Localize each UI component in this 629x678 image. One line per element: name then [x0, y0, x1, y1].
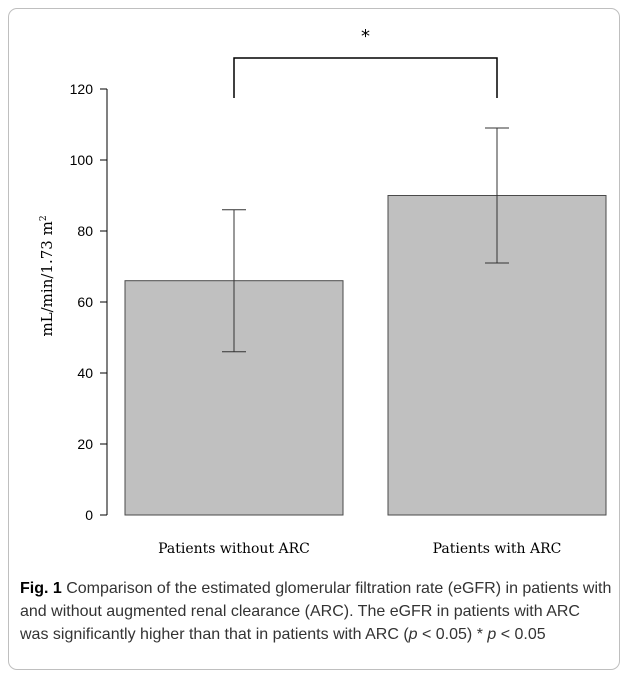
y-tick-label-6: 120: [70, 81, 94, 97]
figure-label: Fig. 1: [20, 580, 62, 597]
significance-star: *: [361, 26, 370, 47]
y-tick-label-0: 0: [85, 507, 93, 523]
y-tick-label-3: 60: [77, 294, 93, 310]
y-tick-label-2: 40: [77, 365, 93, 381]
caption-text-2: < 0.05) *: [417, 626, 488, 643]
caption-p-symbol-1: p: [408, 626, 418, 643]
y-tick-label-4: 80: [77, 223, 93, 239]
figure-caption: Fig. 1 Comparison of the estimated glome…: [20, 577, 612, 646]
y-tick-label-5: 100: [70, 152, 94, 168]
category-label-0: Patients without ARC: [158, 541, 310, 557]
caption-text-1: Comparison of the estimated glomerular f…: [20, 580, 612, 643]
caption-text-3: < 0.05: [496, 626, 546, 643]
caption-p-symbol-2: p: [487, 626, 497, 643]
y-tick-label-1: 20: [77, 436, 93, 452]
bar-chart: 0 20 40 60 80 100 120 Patients without ARC Patie…: [70, 26, 607, 557]
significance-bracket: [233, 57, 498, 98]
category-label-1: Patients with ARC: [433, 541, 562, 557]
y-axis-title: mL/min/1.73 m2: [38, 215, 56, 336]
y-axis-title-superscript: 2: [39, 215, 49, 222]
y-axis-title-text: mL/min/1.73 m: [38, 221, 56, 337]
